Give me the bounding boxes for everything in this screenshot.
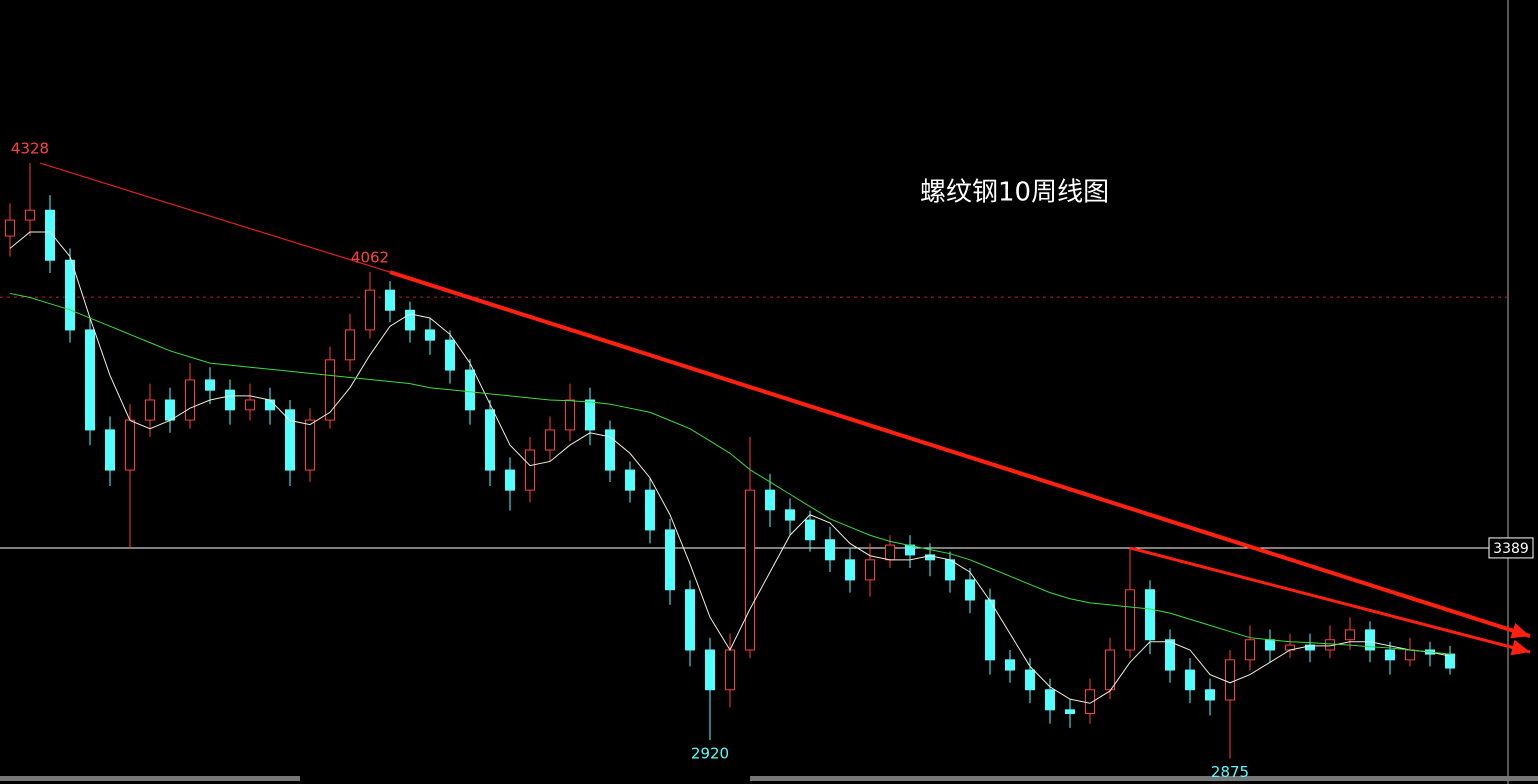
candle-body [85,329,95,431]
candle-body [265,399,275,411]
candle-body [1345,629,1355,641]
price-tag [1488,537,1534,559]
candle-body [145,399,155,421]
scrollbar[interactable] [0,776,300,781]
extreme-label: 4328 [11,140,49,158]
trendline [1129,546,1531,654]
candle-body [725,649,735,691]
candle-body [185,379,195,421]
candle-body [425,329,435,341]
candle-body [445,339,455,371]
candle-body [385,289,395,311]
arrowhead [1510,639,1530,656]
candle-body [325,359,335,421]
candle-body [1365,629,1375,651]
candle-body [285,409,295,471]
candle-body [1405,649,1415,661]
candle-body [525,449,535,491]
candle-body [545,429,555,451]
candle-body [405,309,415,331]
candle-body [845,559,855,581]
candle-body [1245,639,1255,661]
extreme-label: 2920 [691,745,729,763]
candle-body [825,539,835,561]
moving-average [9,231,1451,704]
candle-body [505,469,515,491]
candle-body [345,329,355,361]
candle-body [1225,659,1235,701]
chart-title: 螺纹钢10周线图 [920,178,1109,208]
candle-body [865,559,875,581]
candle-body [1205,689,1215,701]
moving-average [9,292,1451,655]
candle-body [45,209,55,261]
candle-body [945,559,955,581]
candle-body [245,399,255,411]
candle-body [485,409,495,471]
candle-body [5,219,15,237]
trendline [39,162,391,273]
candle-body [585,399,595,431]
candle-body [805,519,815,541]
candle-body [1125,589,1135,651]
candle-body [605,429,615,471]
candle-body [1065,709,1075,715]
candle-body [1305,644,1315,651]
candle-body [225,389,235,411]
scrollbar[interactable] [750,776,1538,781]
candle-body [65,259,75,331]
candle-body [105,429,115,471]
candle-body [205,379,215,391]
candle-body [25,209,35,221]
candle-body [1105,649,1115,691]
candle-body [1185,669,1195,691]
candle-body [745,489,755,651]
candle-body [365,289,375,331]
candle-body [1045,689,1055,711]
candle-body [625,469,635,491]
candle-body [965,579,975,601]
candle-body [705,649,715,691]
extreme-label: 2875 [1211,763,1249,781]
candle-body [165,399,175,421]
candle-body [685,589,695,651]
candle-body [885,544,895,561]
candle-body [305,419,315,471]
candle-body [125,419,135,471]
candle-body [1265,639,1275,651]
candle-body [1445,653,1455,669]
candle-body [1005,659,1015,671]
candle-body [1085,689,1095,715]
candle-body [1025,669,1035,691]
candle-body [465,369,475,411]
candle-body [645,489,655,531]
candle-body [785,509,795,521]
trendline [389,270,1531,638]
price-tag-label: 3389 [1493,541,1529,557]
extreme-label: 4062 [351,249,389,267]
candle-body [1385,649,1395,661]
candle-body [665,529,675,591]
arrowhead [1510,622,1530,639]
candle-body [765,489,775,511]
candle-body [985,599,995,661]
candle-body [1145,589,1155,641]
candle-body [925,554,935,561]
candle-body [1165,639,1175,671]
candle-body [565,399,575,431]
